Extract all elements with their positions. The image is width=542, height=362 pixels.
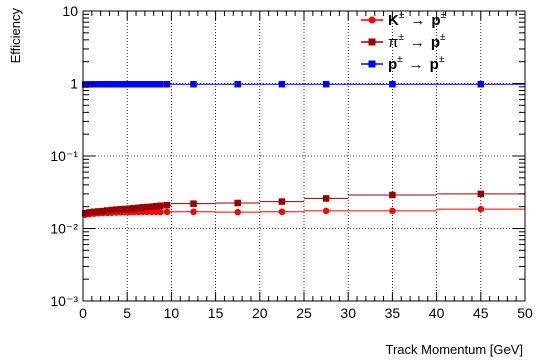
data-point <box>477 190 485 198</box>
data-point <box>389 207 396 215</box>
data-point <box>130 205 138 212</box>
x-tick-label: 5 <box>123 305 131 321</box>
data-point <box>163 208 171 216</box>
data-point <box>135 204 142 212</box>
data-point <box>95 80 102 88</box>
data-point <box>157 80 164 88</box>
data-point <box>135 80 142 88</box>
data-point <box>234 199 241 207</box>
data-point <box>389 80 396 88</box>
legend-entry-1: π± → p± <box>361 32 446 51</box>
series-layer <box>81 80 525 218</box>
legend-label: π± → p± <box>388 32 446 51</box>
legend-entry-0: K± → p± <box>361 10 447 29</box>
data-point <box>126 205 133 212</box>
data-point <box>139 80 146 88</box>
series-2 <box>81 80 525 88</box>
data-point <box>148 80 155 88</box>
legend-marker <box>368 38 376 46</box>
data-point <box>81 81 89 88</box>
data-point <box>322 207 330 215</box>
data-point <box>99 80 107 88</box>
data-point <box>477 205 485 213</box>
x-tick-label: 30 <box>340 305 356 321</box>
x-tick-label: 15 <box>208 305 224 321</box>
data-point <box>143 80 151 88</box>
x-tick-label: 20 <box>252 305 268 321</box>
data-point <box>234 80 241 88</box>
y-tick-label: 10⁻² <box>50 221 78 237</box>
x-tick-label: 35 <box>385 305 401 321</box>
x-tick-label: 45 <box>473 305 489 321</box>
data-point <box>90 81 98 88</box>
x-tick-label: 40 <box>429 305 445 321</box>
legend-marker <box>368 60 376 68</box>
data-point <box>322 80 330 88</box>
data-point <box>130 80 138 88</box>
data-point <box>190 80 197 88</box>
legend-label: p± → p± <box>388 54 445 73</box>
x-tick-label: 0 <box>79 305 87 321</box>
data-point <box>157 208 164 216</box>
data-point <box>322 195 330 202</box>
data-point <box>112 206 120 213</box>
data-point <box>163 201 171 209</box>
series-1 <box>81 190 525 217</box>
data-point <box>104 80 111 88</box>
grid <box>83 11 525 301</box>
data-point <box>278 198 286 205</box>
data-point <box>389 191 396 199</box>
x-tick-label: 50 <box>517 305 533 321</box>
x-tick-labels: 0 5 10 15 20 25 30 35 40 45 50 <box>79 305 533 321</box>
legend-entry-2: p± → p± <box>361 54 445 73</box>
data-point <box>121 205 129 213</box>
data-point <box>234 208 241 216</box>
data-point <box>126 80 133 88</box>
y-tick-label: 1 <box>70 76 78 92</box>
data-point <box>190 208 197 216</box>
y-tick-label: 10 <box>62 3 78 19</box>
data-point <box>190 200 197 207</box>
y-tick-label: 10⁻¹ <box>50 148 78 164</box>
legend-marker <box>368 16 376 24</box>
data-point <box>278 208 286 216</box>
data-point <box>143 203 151 211</box>
data-point <box>152 80 160 88</box>
data-point <box>148 203 155 210</box>
data-point <box>108 206 115 214</box>
data-point <box>117 80 124 88</box>
data-point <box>121 80 129 88</box>
axis-ticks <box>82 10 526 302</box>
y-axis-title: Efficiency <box>8 8 23 64</box>
data-point <box>104 207 111 214</box>
x-tick-label: 25 <box>296 305 312 321</box>
data-point <box>152 202 160 210</box>
data-point <box>90 208 98 216</box>
x-axis-title: Track Momentum [GeV] <box>386 342 524 357</box>
data-point <box>278 80 286 88</box>
y-tick-labels: 10⁻³ 10⁻² 10⁻¹ 1 10 <box>50 3 78 309</box>
x-tick-label: 10 <box>164 305 180 321</box>
data-point <box>157 202 164 209</box>
data-point <box>139 204 146 211</box>
data-point <box>163 80 171 88</box>
data-point <box>99 207 107 215</box>
data-point <box>477 80 485 88</box>
data-point <box>81 209 89 217</box>
data-point <box>86 81 93 88</box>
data-point <box>112 80 120 88</box>
data-point <box>117 206 124 213</box>
legend: K± → p± π± → p± p± → p± <box>361 10 447 73</box>
data-point <box>108 80 115 88</box>
y-tick-label: 10⁻³ <box>50 293 78 309</box>
legend-label: K± → p± <box>388 10 447 29</box>
data-point <box>95 208 102 215</box>
data-point <box>86 209 93 216</box>
